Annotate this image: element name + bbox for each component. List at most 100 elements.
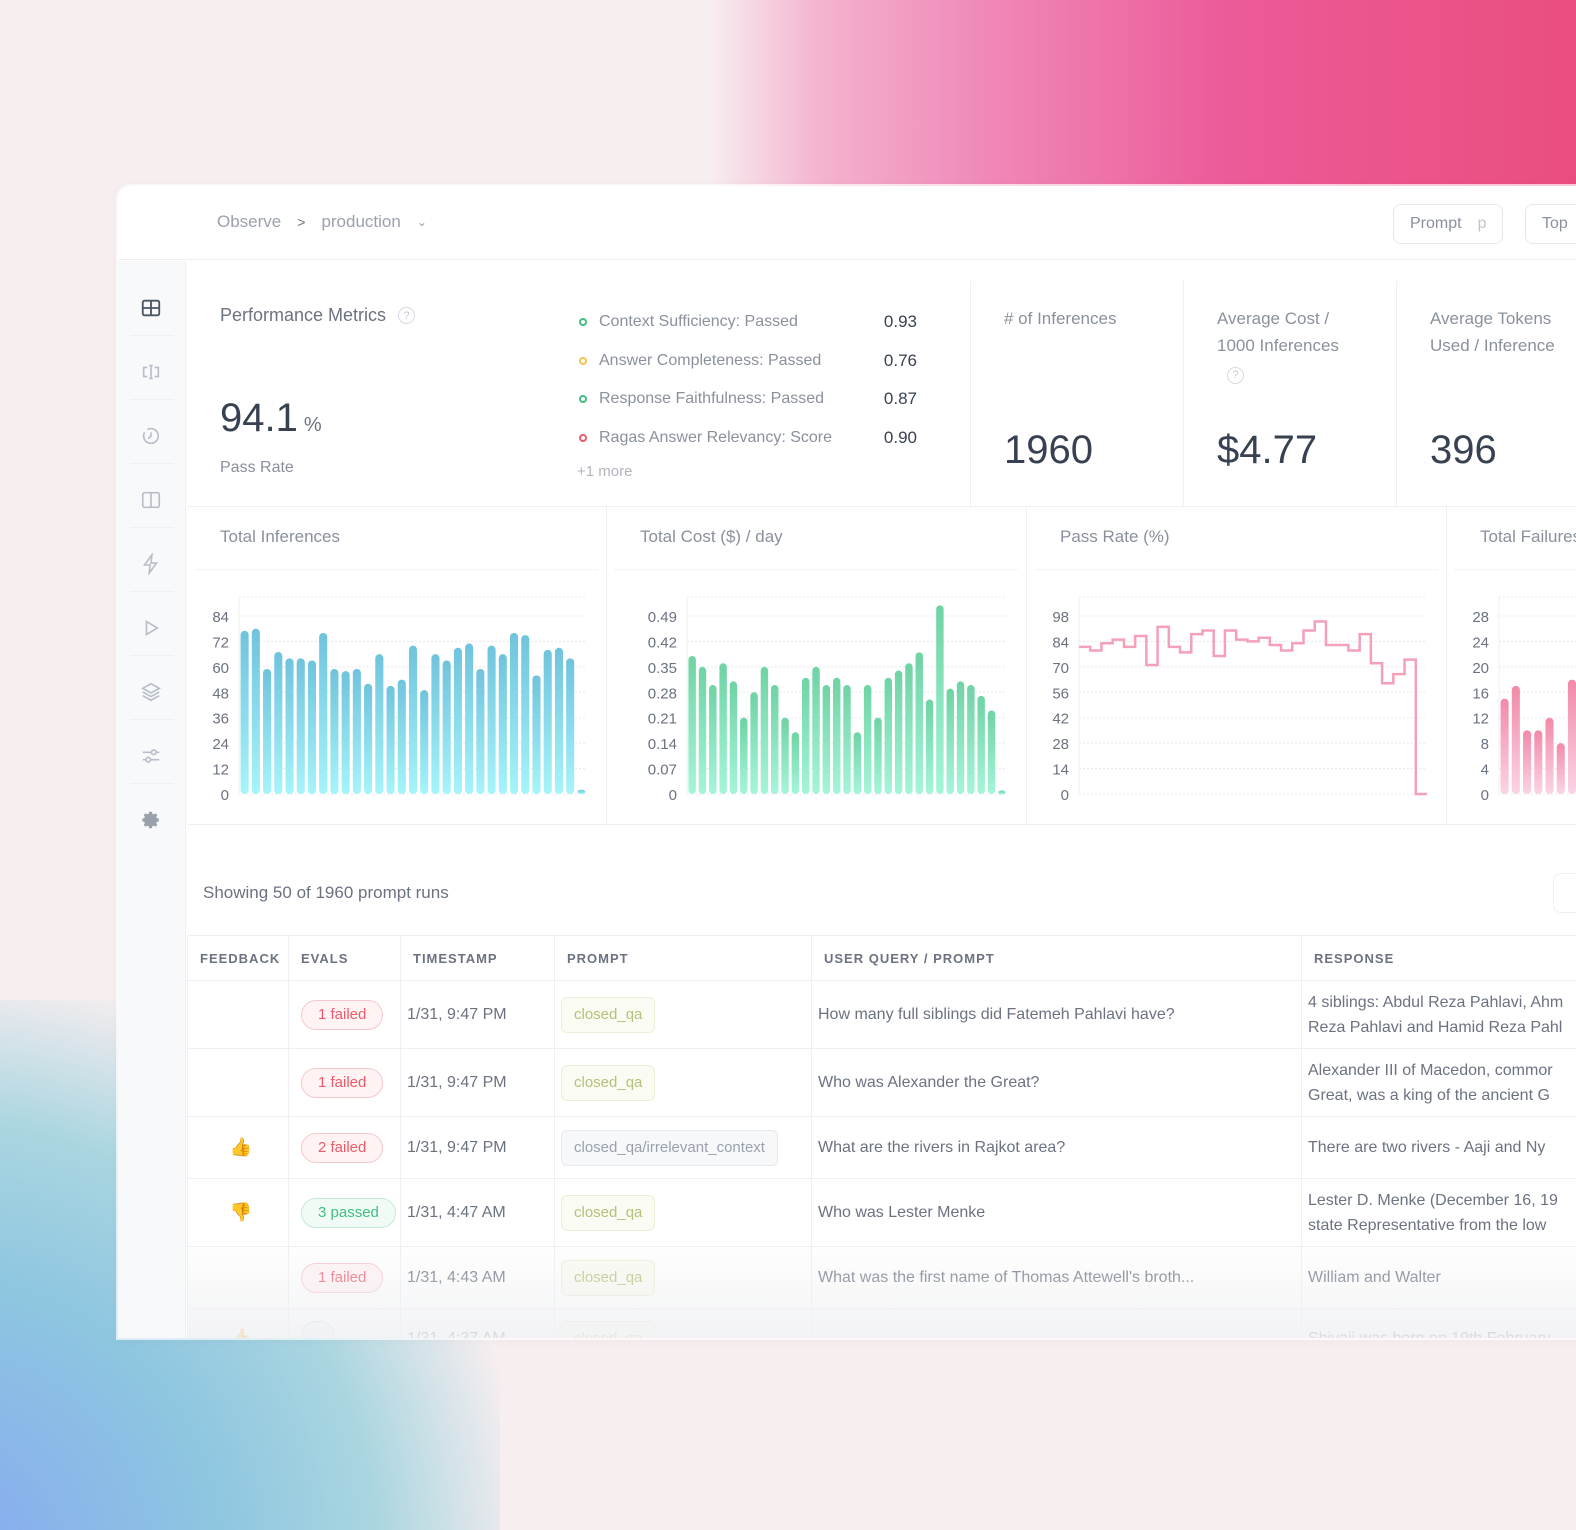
- grid-icon[interactable]: [138, 295, 164, 321]
- prompt-tag[interactable]: closed_qa: [561, 1194, 656, 1231]
- column-header-timestamp[interactable]: TIMESTAMP: [400, 935, 555, 981]
- stat-average-tokens: Average Tokens Used / Inference 396: [1396, 281, 1576, 507]
- status-dot-icon: [579, 318, 587, 327]
- lightning-icon[interactable]: [138, 551, 164, 577]
- table-control-button[interactable]: [1553, 873, 1576, 913]
- play-icon[interactable]: [138, 615, 164, 641]
- history-icon[interactable]: [138, 423, 164, 449]
- sidebar-divider: [130, 591, 174, 592]
- evals-cell: 1 failed: [288, 1246, 401, 1309]
- table-row[interactable]: 👍 1/31, 4:37 AM closed_qa Shivaji was born …: [187, 1308, 1576, 1338]
- response-cell: There are two rivers - Aaji and Ny: [1301, 1116, 1576, 1179]
- top-button[interactable]: Top: [1525, 204, 1576, 244]
- prompt-button-label: Prompt: [1410, 215, 1462, 232]
- column-header-prompt[interactable]: PROMPT: [554, 935, 812, 981]
- charts-row: Total Inferences 84 72 60 48 36 24 12 0 Total C…: [187, 507, 1576, 825]
- feedback-cell[interactable]: 👍: [187, 1308, 289, 1338]
- gear-icon[interactable]: [138, 807, 164, 833]
- svg-text:98: 98: [1052, 609, 1069, 626]
- thumbs-up-icon[interactable]: 👍: [229, 1137, 253, 1157]
- table-row[interactable]: 👎 3 passed 1/31, 4:47 AM closed_qa Who was L…: [187, 1178, 1576, 1247]
- svg-text:0: 0: [1061, 787, 1069, 804]
- prompt-tag[interactable]: closed_qa: [561, 1064, 656, 1101]
- layers-icon[interactable]: [138, 679, 164, 705]
- chart-title: Pass Rate (%): [1060, 527, 1170, 546]
- sidebar-divider: [130, 719, 174, 720]
- text-cursor-icon[interactable]: [138, 359, 164, 385]
- column-header-feedback[interactable]: FEEDBACK: [187, 935, 289, 981]
- user-query-cell: [811, 1308, 1302, 1338]
- evals-badge[interactable]: 1 failed: [301, 1262, 384, 1293]
- sliders-icon[interactable]: [138, 743, 164, 769]
- feedback-cell[interactable]: 👍: [187, 1116, 289, 1179]
- column-header-response[interactable]: RESPONSE: [1301, 935, 1576, 981]
- thumbs-up-icon[interactable]: 👍: [229, 1328, 253, 1338]
- column-header-evals[interactable]: EVALS: [288, 935, 401, 981]
- prompt-tag[interactable]: closed_qa/irrelevant_context: [561, 1129, 778, 1166]
- feedback-cell[interactable]: [187, 1246, 289, 1309]
- feedback-cell[interactable]: [187, 1048, 289, 1117]
- bar-chart[interactable]: 28 24 20 16 12 8 4 0: [1447, 587, 1576, 817]
- evals-badge[interactable]: 1 failed: [301, 999, 384, 1030]
- response-line: Shivaji was born on 19th February: [1308, 1326, 1576, 1338]
- svg-text:16: 16: [1472, 685, 1489, 702]
- evals-badge[interactable]: 2 failed: [301, 1132, 384, 1163]
- evals-badge[interactable]: [301, 1321, 335, 1338]
- line-chart[interactable]: 98 84 70 56 42 28 14 0: [1027, 587, 1447, 817]
- stat-title: Average Cost / 1000 Inferences ?: [1217, 305, 1367, 386]
- prompt-tag[interactable]: closed_qa: [561, 1259, 656, 1296]
- stat-title-text: Average Cost / 1000 Inferences: [1217, 309, 1339, 355]
- column-header-user-query[interactable]: USER QUERY / PROMPT: [811, 935, 1302, 981]
- breadcrumb-observe[interactable]: Observe: [217, 212, 282, 231]
- table-row[interactable]: 1 failed 1/31, 9:47 PM closed_qa Who was Al…: [187, 1048, 1576, 1117]
- feedback-cell[interactable]: 👎: [187, 1178, 289, 1247]
- prompt-button[interactable]: Prompt p: [1393, 204, 1504, 244]
- svg-text:0.49: 0.49: [648, 609, 677, 626]
- chevron-down-icon[interactable]: ⌄: [416, 215, 427, 229]
- evals-cell: 1 failed: [288, 1048, 401, 1117]
- timestamp-cell: 1/31, 4:43 AM: [400, 1246, 555, 1309]
- eval-score: 0.90: [883, 427, 917, 447]
- chart-pass-rate: Pass Rate (%) 98 84 70 56 42 28 14 0: [1027, 507, 1447, 825]
- eval-item: Response Faithfulness: Passed 0.87: [577, 380, 947, 419]
- prompt-tag[interactable]: closed_qa: [561, 996, 656, 1033]
- help-icon[interactable]: ?: [398, 307, 416, 324]
- svg-text:20: 20: [1472, 660, 1489, 677]
- response-cell: Shivaji was born on 19th February: [1301, 1308, 1576, 1338]
- prompt-tag[interactable]: closed_qa: [561, 1320, 656, 1338]
- evals-badge[interactable]: 1 failed: [301, 1067, 384, 1098]
- prompt-cell: closed_qa: [554, 1308, 812, 1338]
- metrics-row: Performance Metrics ? 94.1% Pass Rate Co…: [187, 281, 1576, 507]
- svg-text:0.35: 0.35: [648, 660, 677, 677]
- sidebar-divider: [130, 783, 174, 784]
- table-row[interactable]: 1 failed 1/31, 4:43 AM closed_qa What was t…: [187, 1246, 1576, 1309]
- feedback-cell[interactable]: [187, 980, 289, 1049]
- bar-chart[interactable]: 0.49 0.42 0.35 0.28 0.21 0.14 0.07 0: [607, 587, 1027, 817]
- response-cell: William and Walter: [1301, 1246, 1576, 1309]
- svg-text:0.21: 0.21: [648, 711, 677, 728]
- eval-score: 0.93: [883, 312, 917, 332]
- response-cell: Lester D. Menke (December 16, 19 state Re…: [1301, 1178, 1576, 1247]
- more-evals-link[interactable]: +1 more: [577, 463, 633, 480]
- chart-title: Total Inferences: [220, 527, 341, 546]
- stat-title: Average Tokens Used / Inference: [1430, 305, 1576, 359]
- response-line: Reza Pahlavi and Hamid Reza Pahl: [1308, 1018, 1563, 1036]
- breadcrumb-production[interactable]: production: [321, 212, 401, 231]
- prompt-cell: closed_qa: [554, 1246, 812, 1309]
- evals-badge[interactable]: 3 passed: [301, 1197, 396, 1228]
- table-row[interactable]: 1 failed 1/31, 9:47 PM closed_qa How many f…: [187, 980, 1576, 1049]
- thumbs-down-icon[interactable]: 👎: [229, 1202, 253, 1222]
- svg-text:8: 8: [1481, 736, 1489, 753]
- pass-rate-unit: %: [303, 414, 322, 436]
- columns-icon[interactable]: [138, 487, 164, 513]
- eval-label: Answer Completeness: Passed: [599, 351, 822, 369]
- help-icon[interactable]: ?: [1227, 367, 1244, 384]
- chart-total-cost: Total Cost ($) / day 0.49 0.42 0.35 0.28 0.2…: [607, 507, 1027, 825]
- table-row[interactable]: 👍 2 failed 1/31, 9:47 PM closed_qa/irreleva…: [187, 1116, 1576, 1179]
- showing-count: Showing 50 of 1960 prompt runs: [203, 883, 449, 902]
- bar-chart[interactable]: 84 72 60 48 36 24 12 0: [187, 587, 607, 817]
- chart-divider: [1035, 569, 1438, 570]
- timestamp-cell: 1/31, 4:37 AM: [400, 1308, 555, 1338]
- svg-text:60: 60: [212, 660, 229, 677]
- svg-text:0.14: 0.14: [648, 736, 677, 753]
